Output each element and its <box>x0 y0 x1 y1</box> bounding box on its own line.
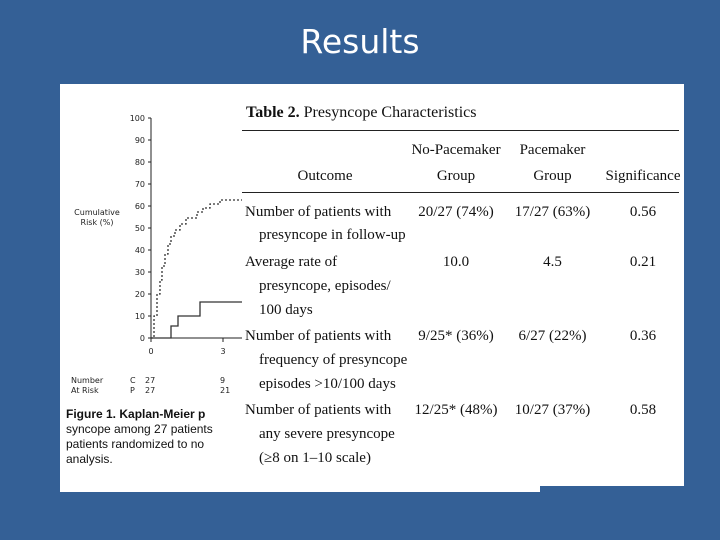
y-tick-label: 0 <box>140 334 145 343</box>
y-tick-label: 90 <box>135 136 145 145</box>
risk-table-label: Number <box>71 376 104 385</box>
risk-count: 27 <box>145 376 156 385</box>
header-pacemaker: Pacemaker <box>519 142 586 158</box>
y-tick-label: 60 <box>135 202 145 211</box>
caption-text: syncope among 27 patients <box>66 422 213 436</box>
header-no-pacemaker: No-Pacemaker <box>411 142 501 158</box>
row-no-pacemaker: 20/27 (74%) <box>418 204 494 220</box>
row-significance: 0.56 <box>629 204 657 220</box>
row-no-pacemaker: 10.0 <box>442 254 470 270</box>
row-no-pacemaker: 12/25* (48%) <box>414 402 498 418</box>
row-outcome: Number of patients with <box>245 402 392 418</box>
row-pacemaker: 6/27 (22%) <box>518 328 587 344</box>
risk-count: 21 <box>220 386 231 395</box>
y-tick-label: 70 <box>135 180 145 189</box>
risk-table-label: At Risk <box>71 386 99 395</box>
y-ticks <box>148 117 151 339</box>
y-tick-labels: 100 90 80 70 60 50 40 30 20 10 0 <box>130 114 145 343</box>
row-significance: 0.21 <box>629 254 657 270</box>
pacemaker-curve <box>151 301 250 339</box>
table-panel: Table 2. Presyncope Characteristics Outc… <box>242 84 684 486</box>
figure-label: Figure 1. <box>66 407 117 421</box>
figure-caption: Figure 1. Kaplan-Meier p syncope among 2… <box>66 407 242 467</box>
risk-count: 9 <box>220 376 226 385</box>
table-rule-header <box>242 192 679 193</box>
row-outcome: (≥8 on 1–10 scale) <box>259 450 371 466</box>
table-title: Table 2. Presyncope Characteristics <box>246 104 476 122</box>
caption-text: analysis. <box>66 452 113 466</box>
caption-text: Kaplan-Meier p <box>119 407 206 421</box>
risk-group-label: C <box>130 376 136 385</box>
y-tick-label: 80 <box>135 158 145 167</box>
slide-title: Results <box>300 22 420 61</box>
header-outcome: Outcome <box>297 168 353 184</box>
table-rule-top <box>242 130 679 131</box>
caption-text: patients randomized to no <box>66 437 205 451</box>
y-tick-label: 20 <box>135 290 145 299</box>
header-pacemaker-group: Group <box>533 168 572 184</box>
risk-count: 27 <box>145 386 156 395</box>
control-curve <box>151 199 250 339</box>
y-tick-label: 30 <box>135 268 145 277</box>
row-pacemaker: 4.5 <box>543 254 562 270</box>
risk-group-label: P <box>130 386 135 395</box>
row-pacemaker: 17/27 (63%) <box>514 204 591 220</box>
row-outcome: any severe presyncope <box>259 426 395 442</box>
x-tick-label: 3 <box>220 347 225 356</box>
header-significance: Significance <box>605 168 681 184</box>
row-outcome: Number of patients with <box>245 328 392 344</box>
x-tick-label: 0 <box>148 347 153 356</box>
row-outcome: frequency of presyncope <box>259 352 408 368</box>
y-tick-label: 10 <box>135 312 145 321</box>
y-tick-label: 50 <box>135 224 145 233</box>
row-outcome: episodes >10/100 days <box>259 376 396 392</box>
row-significance: 0.36 <box>629 328 657 344</box>
row-outcome: 100 days <box>259 302 313 318</box>
table-label: Table 2. <box>246 104 300 121</box>
row-outcome: Number of patients with <box>245 204 392 220</box>
y-tick-label: 40 <box>135 246 145 255</box>
row-no-pacemaker: 9/25* (36%) <box>418 328 494 344</box>
row-significance: 0.58 <box>629 402 657 418</box>
kaplan-meier-plot: 100 90 80 70 60 50 40 30 20 10 0 0 3 <box>130 114 250 356</box>
table-title-text: Presyncope Characteristics <box>303 104 477 121</box>
row-outcome: Average rate of <box>245 254 338 270</box>
row-pacemaker: 10/27 (37%) <box>514 402 591 418</box>
row-outcome: presyncope, episodes/ <box>259 278 391 294</box>
row-outcome: presyncope in follow-up <box>259 227 406 243</box>
y-tick-label: 100 <box>130 114 145 123</box>
y-axis-label: Cumulative Risk (%) <box>74 208 120 227</box>
header-no-pacemaker-group: Group <box>436 168 476 184</box>
